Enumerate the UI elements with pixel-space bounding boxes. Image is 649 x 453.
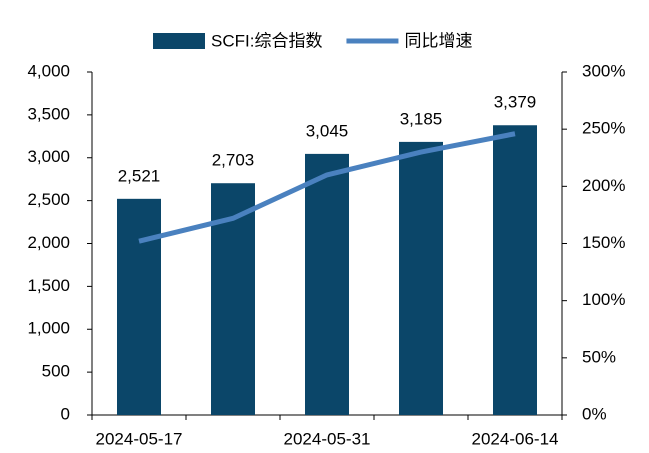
y2-tick-label: 200% <box>582 176 625 195</box>
bar <box>305 153 349 416</box>
bar <box>493 125 537 416</box>
y2-tick-label: 50% <box>582 347 616 366</box>
data-label: 3,045 <box>306 121 349 140</box>
legend-label: 同比增速 <box>404 31 472 50</box>
y-tick-label: 3,000 <box>27 147 70 166</box>
legend-swatch <box>153 33 205 49</box>
y-tick-label: 1,000 <box>27 319 70 338</box>
data-label: 2,521 <box>118 166 161 185</box>
y-tick-label: 2,000 <box>27 233 70 252</box>
x-tick-label: 2024-05-31 <box>284 429 371 448</box>
y-tick-label: 0 <box>61 404 70 423</box>
bar <box>399 141 443 416</box>
y-tick-label: 3,500 <box>27 104 70 123</box>
line <box>138 131 516 244</box>
legend-label: SCFI:综合指数 <box>211 31 322 50</box>
y-tick-label: 500 <box>42 362 70 381</box>
y2-tick-label: 250% <box>582 119 625 138</box>
y2-tick-label: 150% <box>582 233 625 252</box>
data-label: 2,703 <box>212 151 255 170</box>
y-tick-label: 2,500 <box>27 190 70 209</box>
data-label: 3,185 <box>400 109 443 128</box>
data-label: 3,379 <box>494 93 537 112</box>
y2-tick-label: 300% <box>582 61 625 80</box>
y-tick-label: 4,000 <box>27 61 70 80</box>
x-tick-label: 2024-05-17 <box>96 429 183 448</box>
x-tick-label: 2024-06-14 <box>472 429 559 448</box>
y2-tick-label: 100% <box>582 290 625 309</box>
y2-tick-label: 0% <box>582 404 607 423</box>
y-tick-label: 1,500 <box>27 276 70 295</box>
bar <box>117 198 161 415</box>
